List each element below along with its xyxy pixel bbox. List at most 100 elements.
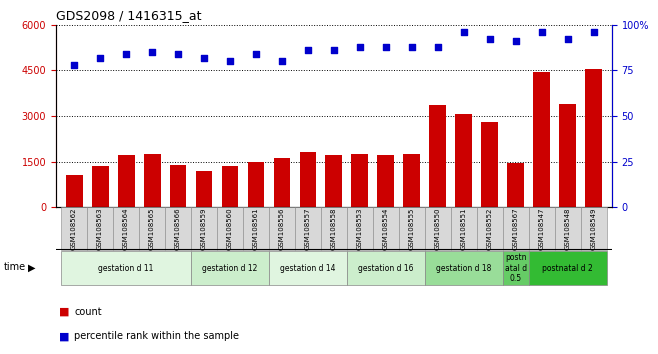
Text: GSM108558: GSM108558 [331, 207, 337, 250]
Point [303, 47, 313, 53]
Text: GSM108555: GSM108555 [409, 207, 415, 250]
Point [511, 38, 521, 44]
Bar [61, 207, 87, 250]
Bar [347, 251, 425, 285]
Bar [503, 251, 529, 285]
Text: GSM108551: GSM108551 [461, 207, 467, 250]
Bar [451, 207, 477, 250]
Text: gestation d 11: gestation d 11 [99, 264, 154, 273]
Point [277, 58, 288, 64]
Point [536, 29, 547, 35]
Bar [295, 207, 321, 250]
Bar [91, 166, 109, 207]
Bar [87, 207, 113, 250]
Point [225, 58, 236, 64]
Bar [529, 251, 607, 285]
Point [432, 44, 443, 50]
Text: GSM108550: GSM108550 [435, 207, 441, 250]
Text: GSM108552: GSM108552 [487, 207, 493, 250]
Text: GSM108562: GSM108562 [71, 207, 77, 250]
Bar [191, 207, 217, 250]
Text: GSM108565: GSM108565 [149, 207, 155, 250]
Bar [477, 207, 503, 250]
Text: ▶: ▶ [28, 262, 36, 272]
Text: count: count [74, 307, 102, 316]
Text: GSM108547: GSM108547 [539, 207, 545, 250]
Bar [247, 161, 265, 207]
Point [355, 44, 365, 50]
Text: GSM108567: GSM108567 [513, 207, 519, 250]
Bar [299, 153, 316, 207]
Bar [139, 207, 165, 250]
Bar [222, 166, 238, 207]
Point [588, 29, 599, 35]
Text: gestation d 16: gestation d 16 [358, 264, 414, 273]
Text: GSM108554: GSM108554 [383, 207, 389, 250]
Bar [430, 105, 446, 207]
Bar [529, 207, 555, 250]
Bar [143, 154, 161, 207]
Text: GSM108559: GSM108559 [201, 207, 207, 250]
Text: GSM108549: GSM108549 [591, 207, 597, 250]
Text: ■: ■ [59, 307, 70, 316]
Bar [321, 207, 347, 250]
Bar [425, 207, 451, 250]
Text: GSM108556: GSM108556 [279, 207, 285, 250]
Bar [61, 251, 191, 285]
Point [380, 44, 391, 50]
Bar [559, 104, 576, 207]
Bar [507, 163, 524, 207]
Bar [165, 207, 191, 250]
Text: GSM108561: GSM108561 [253, 207, 259, 250]
Point [407, 44, 417, 50]
Point [95, 55, 105, 61]
Point [251, 51, 261, 57]
Bar [326, 155, 342, 207]
Bar [503, 207, 529, 250]
Bar [243, 207, 269, 250]
Text: GSM108563: GSM108563 [97, 207, 103, 250]
Bar [195, 171, 213, 207]
Bar [269, 251, 347, 285]
Bar [347, 207, 373, 250]
Point [69, 62, 80, 68]
Text: gestation d 18: gestation d 18 [436, 264, 492, 273]
Bar [170, 165, 186, 207]
Point [329, 47, 340, 53]
Bar [191, 251, 269, 285]
Point [459, 29, 469, 35]
Bar [274, 159, 290, 207]
Bar [351, 154, 368, 207]
Bar [455, 114, 472, 207]
Bar [425, 251, 503, 285]
Bar [113, 207, 139, 250]
Point [147, 49, 157, 55]
Text: time: time [3, 262, 26, 272]
Text: GSM108553: GSM108553 [357, 207, 363, 250]
Text: gestation d 14: gestation d 14 [280, 264, 336, 273]
Point [199, 55, 209, 61]
Bar [581, 207, 607, 250]
Text: postn
atal d
0.5: postn atal d 0.5 [505, 253, 527, 283]
Text: GDS2098 / 1416315_at: GDS2098 / 1416315_at [56, 9, 201, 22]
Text: GSM108557: GSM108557 [305, 207, 311, 250]
Bar [118, 155, 134, 207]
Bar [373, 207, 399, 250]
Point [563, 36, 573, 42]
Bar [66, 175, 82, 207]
Bar [378, 155, 394, 207]
Bar [534, 72, 550, 207]
Text: GSM108564: GSM108564 [123, 207, 129, 250]
Text: ■: ■ [59, 331, 70, 341]
Bar [217, 207, 243, 250]
Text: GSM108548: GSM108548 [565, 207, 570, 250]
Bar [555, 207, 581, 250]
Bar [482, 122, 498, 207]
Point [484, 36, 495, 42]
Bar [399, 207, 425, 250]
Text: GSM108560: GSM108560 [227, 207, 233, 250]
Point [173, 51, 184, 57]
Bar [269, 207, 295, 250]
Bar [586, 69, 602, 207]
Text: GSM108566: GSM108566 [175, 207, 181, 250]
